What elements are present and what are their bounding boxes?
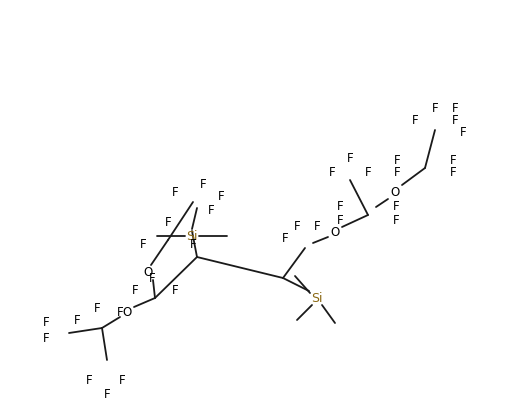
Text: F: F <box>172 186 178 198</box>
Text: O: O <box>331 225 340 238</box>
Text: F: F <box>172 283 178 297</box>
Text: F: F <box>337 213 343 226</box>
Text: F: F <box>328 166 335 178</box>
Text: F: F <box>119 374 125 387</box>
Text: F: F <box>432 102 438 114</box>
Text: F: F <box>293 220 300 233</box>
Text: O: O <box>122 305 132 319</box>
Text: F: F <box>208 203 214 216</box>
Text: F: F <box>164 215 171 228</box>
Text: F: F <box>43 332 49 344</box>
Text: F: F <box>149 272 155 285</box>
Text: Si: Si <box>311 292 323 305</box>
Text: F: F <box>452 102 458 114</box>
Text: F: F <box>450 166 456 179</box>
Text: F: F <box>393 213 399 226</box>
Text: F: F <box>94 302 100 314</box>
Text: F: F <box>412 114 418 126</box>
Text: F: F <box>190 238 196 252</box>
Text: Si: Si <box>186 230 198 243</box>
Text: F: F <box>132 283 138 297</box>
Text: F: F <box>104 387 111 401</box>
Text: F: F <box>314 220 320 233</box>
Text: F: F <box>43 317 49 329</box>
Text: F: F <box>86 374 93 387</box>
Text: F: F <box>460 126 466 139</box>
Text: F: F <box>452 114 458 126</box>
Text: F: F <box>450 154 456 166</box>
Text: F: F <box>394 166 400 179</box>
Text: F: F <box>346 151 353 164</box>
Text: F: F <box>365 166 371 178</box>
Text: F: F <box>199 178 206 191</box>
Text: F: F <box>117 307 123 319</box>
Text: F: F <box>218 191 224 203</box>
Text: F: F <box>282 231 288 245</box>
Text: F: F <box>393 201 399 213</box>
Text: O: O <box>143 265 153 278</box>
Text: F: F <box>140 238 146 252</box>
Text: F: F <box>74 314 80 327</box>
Text: F: F <box>394 154 400 166</box>
Text: O: O <box>390 186 399 198</box>
Text: F: F <box>337 201 343 213</box>
